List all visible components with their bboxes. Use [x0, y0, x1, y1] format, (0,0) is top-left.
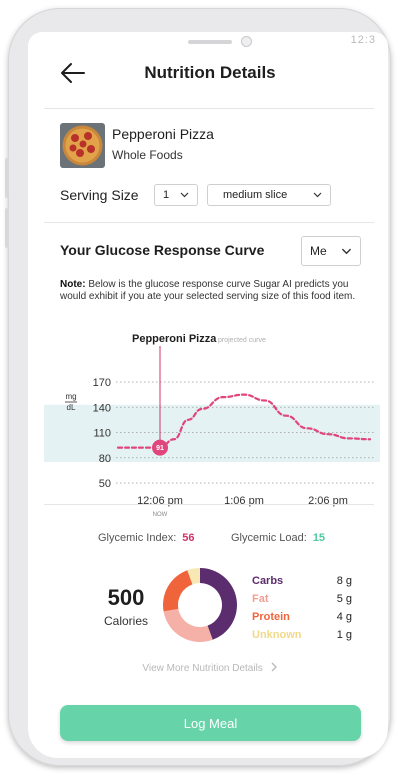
volume-up-button — [5, 158, 9, 198]
person-select[interactable]: Me — [301, 236, 361, 266]
legend-label: Protein — [252, 611, 290, 623]
legend-value: 8 g — [336, 575, 352, 587]
glycemic-index: Glycemic Index: 56 — [98, 532, 195, 544]
glucose-note: Note: Below is the glucose response curv… — [60, 279, 360, 303]
view-more-label: View More Nutrition Details — [142, 663, 263, 674]
now-label: NOW — [153, 512, 168, 518]
y-tick-label: 140 — [93, 402, 111, 414]
status-time: 12:3 — [350, 34, 376, 46]
person-select-value: Me — [310, 244, 327, 258]
glycemic-load: Glycemic Load: 15 — [231, 532, 325, 544]
glycemic-index-label: Glycemic Index: — [98, 532, 177, 544]
volume-down-button — [5, 208, 9, 248]
donut-slice-fat — [163, 608, 213, 642]
legend-row-unknown: Unknown 1 g — [252, 626, 352, 644]
legend-label: Carbs — [252, 575, 284, 587]
page-title: Nutrition Details — [144, 63, 276, 82]
glycemic-load-label: Glycemic Load: — [231, 532, 307, 544]
note-text: Below is the glucose response curve Suga… — [60, 279, 356, 302]
header: Nutrition Details — [28, 52, 388, 98]
divider — [44, 222, 374, 223]
macros-donut-chart — [163, 568, 238, 642]
food-name: Pepperoni Pizza — [112, 126, 214, 142]
donut-slice-carbs — [200, 568, 238, 640]
screen: 12:3 Nutrition Details Pepperoni Pizza W… — [28, 32, 388, 758]
legend-value: 1 g — [336, 629, 352, 641]
unit-denominator: dL — [67, 403, 76, 412]
speaker-grille — [188, 40, 232, 44]
divider — [44, 504, 374, 505]
front-camera — [241, 36, 252, 47]
legend-row-protein: Protein 4 g — [252, 608, 352, 626]
calories-label: Calories — [103, 614, 148, 628]
y-tick-label: 110 — [93, 428, 111, 440]
chevron-down-icon — [313, 192, 322, 198]
unit-numerator: mg — [65, 392, 76, 401]
pizza-icon — [60, 123, 105, 168]
legend-label: Fat — [252, 593, 269, 605]
view-more-link[interactable]: View More Nutrition Details — [28, 662, 388, 674]
legend-value: 5 g — [336, 593, 352, 605]
marker-sub-label: projected curve — [218, 337, 266, 344]
donut-slice-protein — [163, 570, 193, 612]
macros-legend: Carbs 8 g Fat 5 g Protein 4 g Unknown 1 g — [252, 572, 352, 644]
serving-size-label: Serving Size — [60, 187, 139, 203]
log-meal-button[interactable]: Log Meal — [60, 705, 361, 741]
note-label: Note: — [60, 279, 86, 290]
legend-label: Unknown — [252, 629, 302, 641]
phone-frame: 12:3 Nutrition Details Pepperoni Pizza W… — [5, 8, 391, 766]
y-tick-label: 80 — [99, 453, 111, 465]
serving-unit-value: medium slice — [223, 189, 288, 201]
glycemic-load-value: 15 — [312, 532, 326, 544]
chevron-down-icon — [341, 248, 352, 254]
y-tick-label: 170 — [93, 377, 111, 389]
x-tick-label: 2:06 pm — [308, 495, 348, 507]
legend-row-carbs: Carbs 8 g — [252, 572, 352, 590]
y-tick-label: 50 — [99, 478, 111, 490]
food-thumbnail — [60, 123, 105, 168]
marker-dot — [152, 439, 168, 456]
serving-quantity-value: 1 — [163, 189, 170, 201]
legend-row-fat: Fat 5 g — [252, 590, 352, 608]
serving-quantity-select[interactable]: 1 — [154, 184, 198, 206]
food-brand: Whole Foods — [112, 148, 183, 162]
glucose-response-chart: 170 140 110 80 50 mg dL Pepperoni Pizza proj… — [44, 333, 380, 518]
chevron-right-icon — [271, 662, 277, 672]
legend-value: 4 g — [336, 611, 352, 623]
back-arrow-icon[interactable] — [58, 58, 88, 88]
divider — [44, 108, 374, 109]
glucose-section-title: Your Glucose Response Curve — [60, 242, 265, 258]
x-tick-label: 12:06 pm — [137, 495, 183, 507]
calories-value: 500 — [107, 585, 145, 610]
marker-label: Pepperoni Pizza — [132, 333, 217, 345]
serving-unit-select[interactable]: medium slice — [207, 184, 331, 206]
donut-slice-unknown — [187, 568, 200, 585]
glycemic-index-value: 56 — [182, 532, 195, 544]
x-tick-label: 1:06 pm — [224, 495, 264, 507]
marker-badge-text: 91 — [156, 445, 164, 452]
chevron-down-icon — [180, 192, 189, 198]
